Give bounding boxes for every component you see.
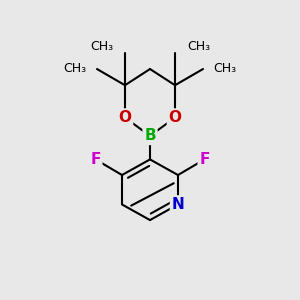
Text: N: N [172,197,184,212]
Text: B: B [144,128,156,143]
Text: F: F [199,152,210,167]
Text: CH₃: CH₃ [64,61,87,75]
Text: CH₃: CH₃ [187,40,210,53]
Text: CH₃: CH₃ [213,61,236,75]
Text: F: F [90,152,101,167]
Text: CH₃: CH₃ [90,40,113,53]
Text: O: O [169,110,182,125]
Text: O: O [118,110,131,125]
